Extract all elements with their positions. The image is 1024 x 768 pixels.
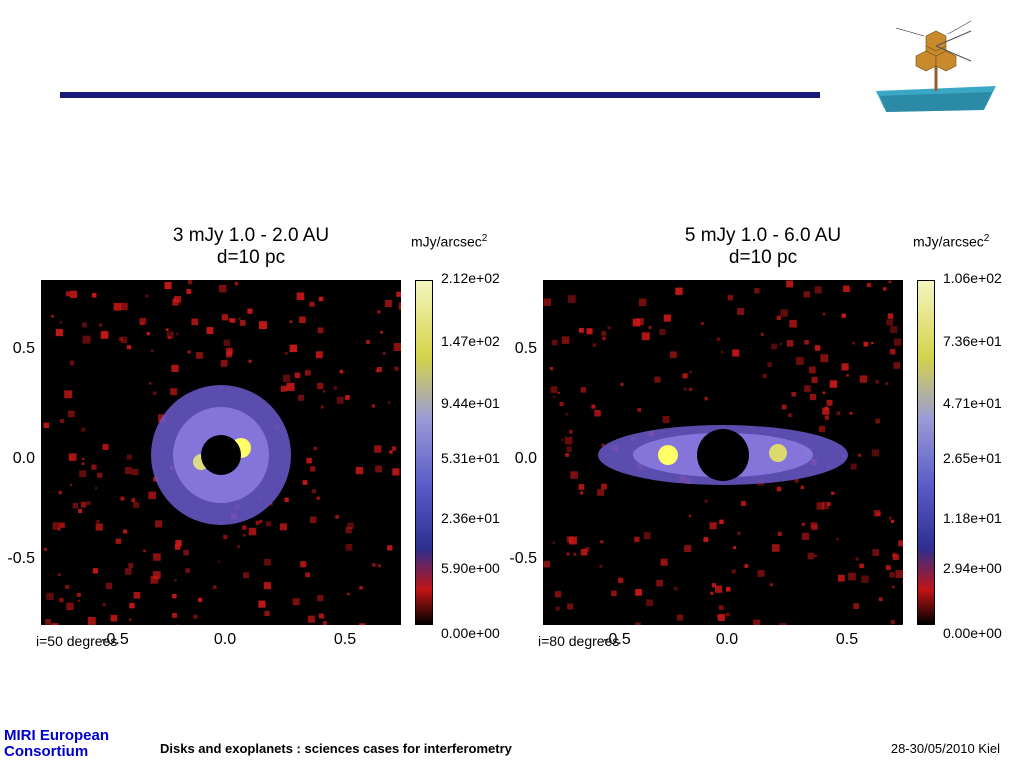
sky-plot: [41, 280, 401, 625]
colorbar-tick: 0.00e+00: [441, 625, 500, 641]
sky-plot: [543, 280, 903, 625]
colorbar: [415, 280, 433, 625]
colorbar-tick: 0.00e+00: [943, 625, 1002, 641]
colorbar-tick: 5.90e+00: [441, 560, 500, 576]
panels-row: 3 mJy 1.0 - 2.0 AU d=10 pc mJy/arcsec2 0…: [0, 225, 1024, 655]
xtick: 0.0: [702, 631, 752, 649]
colorbar-tick: 2.65e+01: [943, 450, 1002, 466]
colorbar-tick: 1.06e+02: [943, 270, 1002, 286]
colorbar-unit: mJy/arcsec2: [411, 233, 487, 250]
affiliation-line2: Consortium: [4, 743, 88, 760]
colorbar-tick: 1.18e+01: [943, 510, 1002, 526]
jwst-thumbnail: [866, 6, 1006, 126]
colorbar-tick: 5.31e+01: [441, 450, 500, 466]
ytick: 0.5: [1, 340, 35, 358]
colorbar-tick: 9.44e+01: [441, 395, 500, 411]
footer: MIRI European Consortium Disks and exopl…: [0, 724, 1024, 760]
inclination-label: i=50 degrees: [36, 633, 117, 649]
colorbar-tick: 7.36e+01: [943, 333, 1002, 349]
footer-date: 28-30/05/2010 Kiel: [891, 741, 1000, 756]
footer-title: Disks and exoplanets : sciences cases fo…: [160, 741, 512, 756]
affiliation-line1: MIRI European: [4, 727, 109, 744]
ytick: 0.0: [1, 450, 35, 468]
colorbar-tick: 2.94e+00: [943, 560, 1002, 576]
ytick: 0.0: [503, 450, 537, 468]
affiliation: MIRI European Consortium: [4, 728, 109, 760]
colorbar: [917, 280, 935, 625]
panel-title-l2: d=10 pc: [0, 247, 502, 269]
header-rule: [60, 92, 820, 98]
ytick: 0.5: [503, 340, 537, 358]
inclination-label: i=80 degrees: [538, 633, 619, 649]
xtick: 0.5: [822, 631, 872, 649]
colorbar-tick: 2.12e+02: [441, 270, 500, 286]
panel-1: 5 mJy 1.0 - 6.0 AU d=10 pc mJy/arcsec2 0…: [502, 225, 1024, 655]
panel-title-l2: d=10 pc: [502, 247, 1024, 269]
colorbar-unit: mJy/arcsec2: [913, 233, 989, 250]
colorbar-tick: 4.71e+01: [943, 395, 1002, 411]
ytick: -0.5: [1, 550, 35, 568]
colorbar-tick: 1.47e+02: [441, 333, 500, 349]
colorbar-tick: 2.36e+01: [441, 510, 500, 526]
panel-0: 3 mJy 1.0 - 2.0 AU d=10 pc mJy/arcsec2 0…: [0, 225, 502, 655]
ytick: -0.5: [503, 550, 537, 568]
xtick: 0.5: [320, 631, 370, 649]
xtick: 0.0: [200, 631, 250, 649]
